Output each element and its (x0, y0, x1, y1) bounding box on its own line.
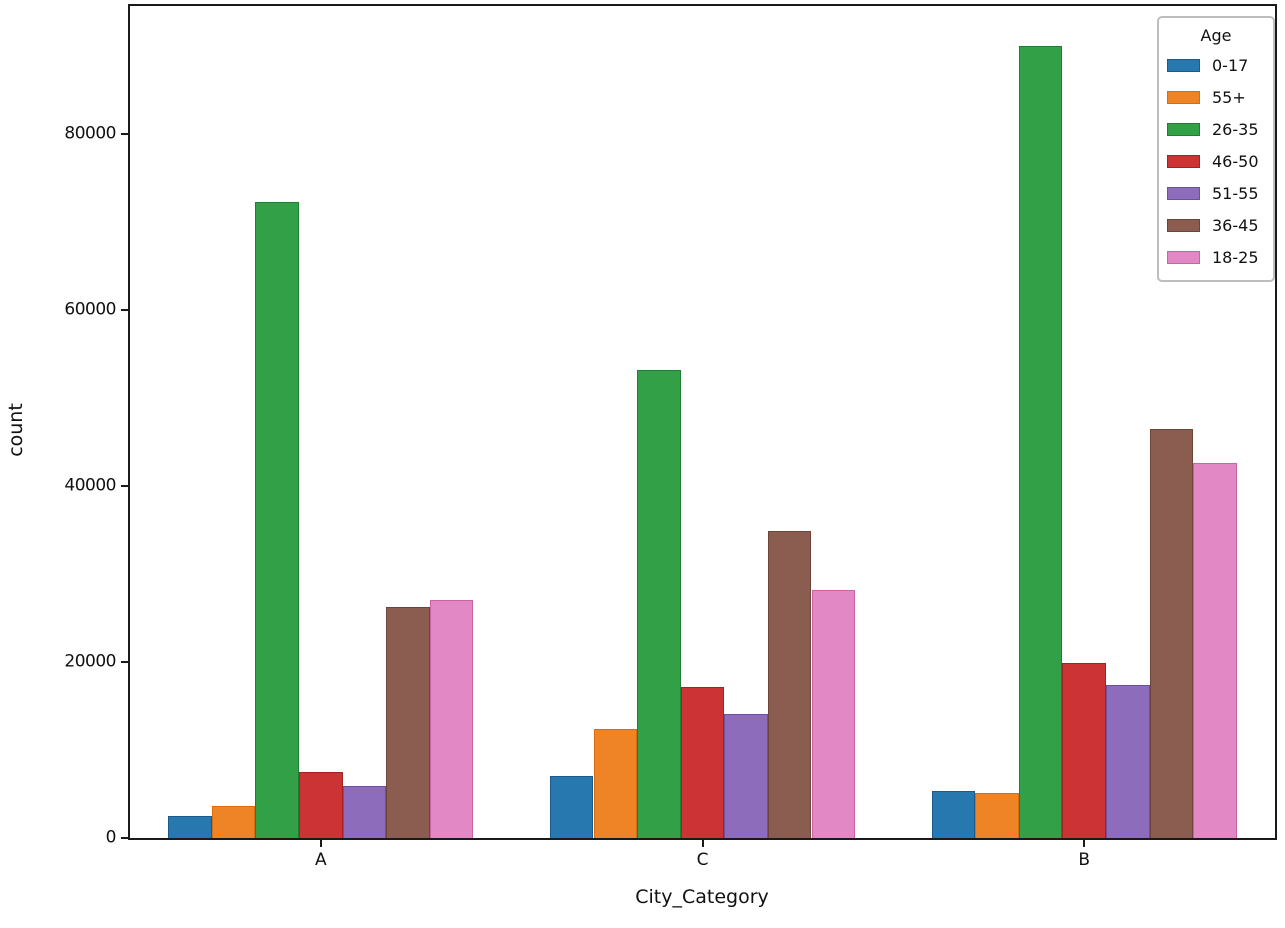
legend-item-55+: 55+ (1167, 81, 1265, 113)
legend-swatch-0-17 (1167, 58, 1200, 72)
bar-18-25-C (811, 590, 856, 838)
legend-swatch-18-25 (1167, 250, 1200, 264)
legend-title: Age (1200, 26, 1232, 45)
bar-0-17-C (549, 776, 594, 838)
bar-51-55-C (724, 714, 768, 838)
x-tick-label-C: C (696, 850, 709, 870)
legend-item-46-50: 46-50 (1167, 145, 1265, 177)
bar-36-45-A (386, 607, 430, 838)
legend-swatch-26-35 (1167, 122, 1200, 136)
legend: Age 0-17 55+ 26-35 46-50 51-55 36-45 18-25 (1157, 16, 1275, 282)
bar-26-35-B (1018, 46, 1063, 838)
bar-55+-C (593, 729, 638, 838)
y-tick-label: 60000 (64, 299, 116, 320)
legend-swatch-55+ (1167, 90, 1200, 104)
bar-18-25-B (1193, 463, 1237, 838)
x-tick-mark (701, 840, 704, 847)
x-tick-label-B: B (1078, 850, 1091, 870)
legend-item-label: 18-25 (1212, 247, 1259, 267)
y-tick-mark (121, 837, 128, 839)
legend-swatch-46-50 (1167, 154, 1200, 168)
y-tick-mark (121, 308, 128, 311)
bar-55+-B (975, 793, 1019, 838)
bar-46-50-B (1062, 663, 1106, 838)
y-tick-label: 40000 (64, 475, 116, 496)
bar-51-55-B (1106, 685, 1150, 838)
y-tick-label: 0 (105, 827, 117, 848)
bar-0-17-B (931, 791, 976, 838)
x-tick-mark (1083, 840, 1086, 847)
legend-item-label: 55+ (1212, 87, 1246, 107)
bar-26-35-C (637, 370, 681, 838)
legend-item-36-45: 36-45 (1167, 209, 1265, 241)
legend-item-26-35: 26-35 (1167, 113, 1265, 145)
legend-item-label: 0-17 (1212, 55, 1249, 75)
legend-item-label: 51-55 (1212, 183, 1259, 203)
y-tick-mark (121, 484, 128, 487)
bar-26-35-A (255, 202, 299, 838)
bar-36-45-B (1149, 429, 1194, 838)
y-tick-mark (121, 132, 128, 135)
bar-55+-A (211, 806, 256, 838)
x-tick-mark (319, 840, 322, 847)
legend-item-51-55: 51-55 (1167, 177, 1265, 209)
bar-0-17-A (168, 816, 212, 838)
y-tick-label: 20000 (64, 651, 116, 672)
bar-36-45-C (767, 531, 812, 838)
plot-area (128, 4, 1277, 840)
legend-swatch-36-45 (1167, 218, 1200, 232)
legend-item-label: 36-45 (1212, 215, 1259, 235)
legend-item-label: 46-50 (1212, 151, 1259, 171)
y-axis-label: count (5, 403, 27, 457)
bar-18-25-A (429, 600, 474, 838)
legend-item-0-17: 0-17 (1167, 49, 1265, 81)
y-tick-mark (121, 660, 128, 663)
x-tick-label-A: A (314, 850, 327, 870)
bar-51-55-A (342, 786, 387, 838)
bar-46-50-C (680, 687, 725, 838)
legend-swatch-51-55 (1167, 186, 1200, 200)
legend-item-label: 26-35 (1212, 119, 1259, 139)
y-tick-label: 80000 (64, 123, 116, 144)
x-axis-label: City_Category (635, 886, 769, 908)
bar-46-50-A (299, 772, 343, 838)
legend-item-18-25: 18-25 (1167, 241, 1265, 273)
legend-items: 0-17 55+ 26-35 46-50 51-55 36-45 18-25 (1167, 49, 1265, 273)
